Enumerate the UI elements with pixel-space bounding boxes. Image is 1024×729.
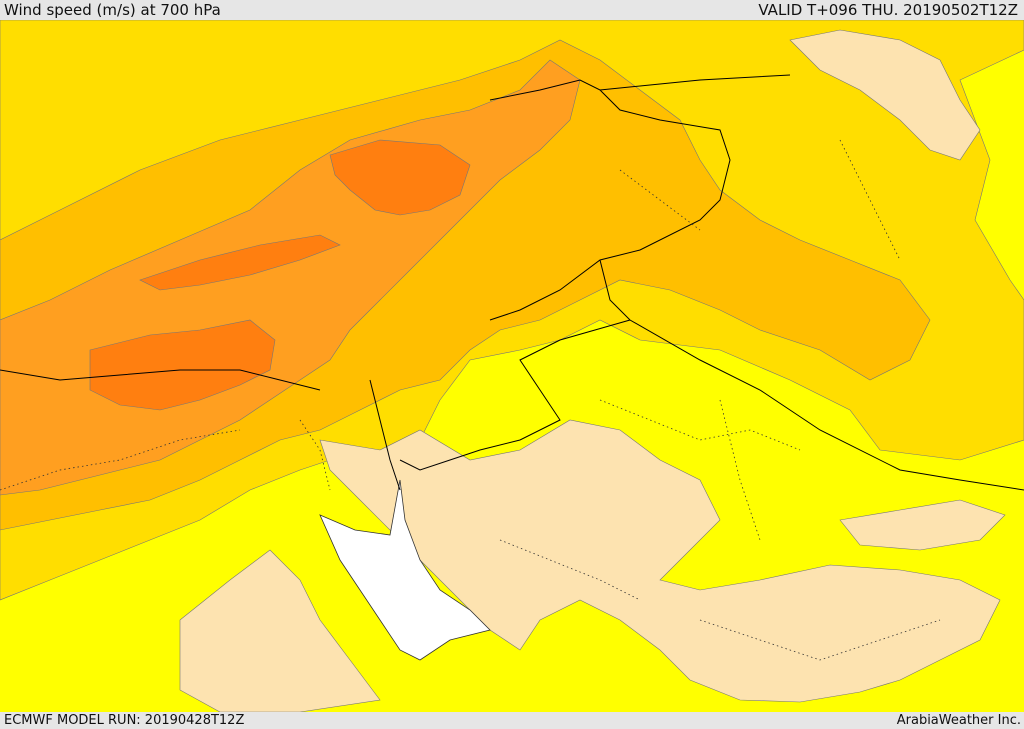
internal-borders: [0, 139, 941, 661]
credit: ArabiaWeather Inc.: [896, 713, 1021, 728]
map-title: Wind speed (m/s) at 700 hPa: [4, 1, 221, 19]
footer-bar: ECMWF MODEL RUN: 20190428T12Z ArabiaWeat…: [0, 712, 1024, 729]
field-calm-east: [839, 499, 1006, 551]
valid-time: VALID T+096 THU. 20190502T12Z: [758, 1, 1018, 19]
sea-no-data: [319, 479, 491, 661]
borders: [0, 74, 1024, 491]
wind-speed-map: [0, 20, 1024, 712]
header-bar: Wind speed (m/s) at 700 hPa VALID T+096 …: [0, 0, 1024, 20]
field-calm-south: [319, 419, 1001, 703]
field-calm-ne: [789, 29, 981, 161]
field-very-strong-1: [329, 139, 471, 216]
field-very-strong-2: [139, 234, 341, 291]
field-calm-sw: [179, 549, 381, 712]
field-very-strong-3: [89, 319, 276, 411]
model-run: ECMWF MODEL RUN: 20190428T12Z: [4, 713, 245, 728]
